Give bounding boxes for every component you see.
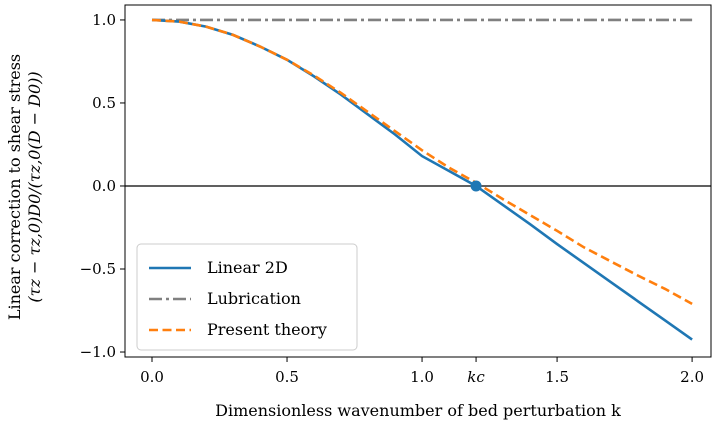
x-tick-label: 2.0 — [680, 368, 704, 386]
y-axis-label-line2: (τz − τz,0)D0/(τz,0(D − D0)) — [25, 71, 44, 302]
y-tick-label: −0.5 — [80, 260, 116, 278]
kc-marker — [470, 180, 482, 192]
legend-label: Linear 2D — [207, 258, 288, 277]
plot-lines — [125, 18, 711, 341]
x-axis-label: Dimensionless wavenumber of bed perturba… — [215, 401, 621, 420]
x-tick-label: 1.5 — [545, 368, 569, 386]
y-tick-label: 1.0 — [92, 11, 116, 29]
legend-box — [136, 243, 358, 351]
axes: 0.0 0.5 1.0 1.5 2.0 kc −1.0 −0.5 0.0 0.5 1.0 — [80, 4, 712, 386]
x-tick-label: 0.5 — [275, 368, 299, 386]
x-tick-label-kc: kc — [467, 368, 485, 386]
y-tick-label: −1.0 — [80, 343, 116, 361]
y-tick-label: 0.5 — [92, 94, 116, 112]
x-tick-label: 1.0 — [410, 368, 434, 386]
x-tick-label: 0.0 — [140, 368, 164, 386]
legend-label: Lubrication — [207, 289, 301, 308]
y-axis-label-line1: Linear correction to shear stress — [5, 54, 24, 320]
legend: Linear 2D Lubrication Present theory — [136, 243, 358, 351]
series-line-present-theory — [151, 18, 693, 306]
y-tick-label: 0.0 — [92, 177, 116, 195]
plot-frame — [124, 4, 712, 358]
series-line-linear-2d — [151, 18, 693, 341]
legend-label: Present theory — [207, 320, 327, 339]
